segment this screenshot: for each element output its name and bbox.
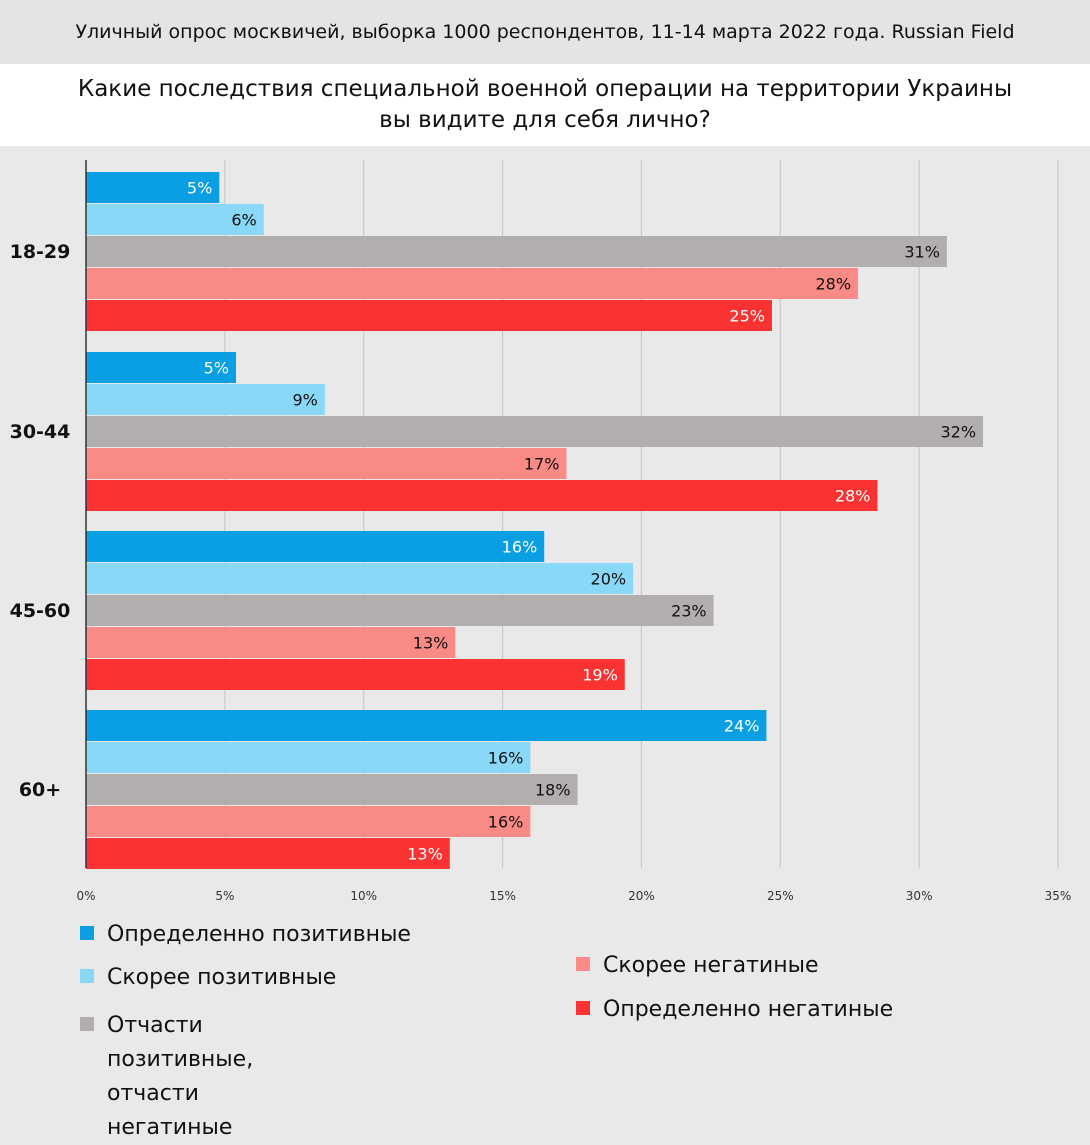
category-label: 18-29 bbox=[10, 241, 71, 263]
bar bbox=[86, 742, 531, 773]
x-tick-label: 25% bbox=[767, 889, 794, 903]
legend-swatch bbox=[576, 1001, 590, 1015]
bar-value-label: 5% bbox=[204, 359, 229, 378]
bar-value-label: 9% bbox=[292, 391, 317, 410]
category-label: 30-44 bbox=[10, 421, 71, 443]
bar-value-label: 20% bbox=[591, 570, 627, 589]
bar bbox=[86, 531, 545, 562]
legend-swatch bbox=[576, 957, 590, 971]
bar bbox=[86, 659, 625, 690]
bar bbox=[86, 416, 984, 447]
x-tick-label: 15% bbox=[489, 889, 516, 903]
category-label: 60+ bbox=[19, 779, 61, 801]
bar-value-label: 16% bbox=[488, 813, 524, 832]
bar-chart: 0% 5% 10% 15% 20% 25% 30% 35% 5% 6% 31% 28% 25% 18-29… bbox=[10, 160, 1072, 903]
bar bbox=[86, 300, 772, 331]
bar bbox=[86, 204, 264, 235]
x-tick-label: 20% bbox=[628, 889, 655, 903]
x-tick-label: 35% bbox=[1045, 889, 1072, 903]
bar-value-label: 18% bbox=[535, 781, 571, 800]
x-tick-label: 0% bbox=[76, 889, 95, 903]
bar bbox=[86, 448, 567, 479]
chart-subtitle: Уличный опрос москвичей, выборка 1000 ре… bbox=[0, 0, 1090, 64]
bar-value-label: 19% bbox=[582, 666, 618, 685]
bar bbox=[86, 352, 236, 383]
bar bbox=[86, 806, 531, 837]
bar bbox=[86, 710, 767, 741]
chart-title: Какие последствия специальной военной оп… bbox=[0, 64, 1090, 146]
bar-value-label: 28% bbox=[835, 487, 871, 506]
bar-value-label: 32% bbox=[940, 423, 976, 442]
bar-value-label: 16% bbox=[502, 538, 538, 557]
bar bbox=[86, 563, 634, 594]
legend-label: Отчасти позитивные, отчасти негатиные bbox=[107, 1013, 254, 1140]
bar-value-label: 6% bbox=[231, 211, 256, 230]
legend-swatch bbox=[80, 969, 94, 983]
bar bbox=[86, 774, 578, 805]
bar-value-label: 31% bbox=[904, 243, 940, 262]
bar-value-label: 24% bbox=[724, 717, 760, 736]
x-tick-label: 5% bbox=[215, 889, 234, 903]
bar-value-label: 13% bbox=[407, 845, 443, 864]
bar-value-label: 16% bbox=[488, 749, 524, 768]
legend-swatch bbox=[80, 1017, 94, 1031]
legend-label: Определенно позитивные bbox=[107, 922, 411, 947]
bar-value-label: 28% bbox=[815, 275, 851, 294]
bar-value-label: 13% bbox=[413, 634, 449, 653]
x-tick-label: 30% bbox=[906, 889, 933, 903]
bar-value-label: 5% bbox=[187, 179, 212, 198]
legend-label: Скорее негатиные bbox=[603, 953, 819, 978]
bar bbox=[86, 268, 859, 299]
bar-value-label: 17% bbox=[524, 455, 560, 474]
bar bbox=[86, 627, 456, 658]
bar bbox=[86, 595, 714, 626]
bar bbox=[86, 838, 450, 869]
category-label: 45-60 bbox=[10, 600, 71, 622]
bar bbox=[86, 480, 878, 511]
legend-label: Определенно негатиные bbox=[603, 997, 894, 1022]
x-tick-label: 10% bbox=[350, 889, 377, 903]
bar bbox=[86, 172, 220, 203]
bar-value-label: 25% bbox=[729, 307, 765, 326]
legend-swatch bbox=[80, 926, 94, 940]
bar bbox=[86, 236, 947, 267]
bar bbox=[86, 384, 325, 415]
legend-label: Скорее позитивные bbox=[107, 965, 337, 990]
bar-value-label: 23% bbox=[671, 602, 707, 621]
